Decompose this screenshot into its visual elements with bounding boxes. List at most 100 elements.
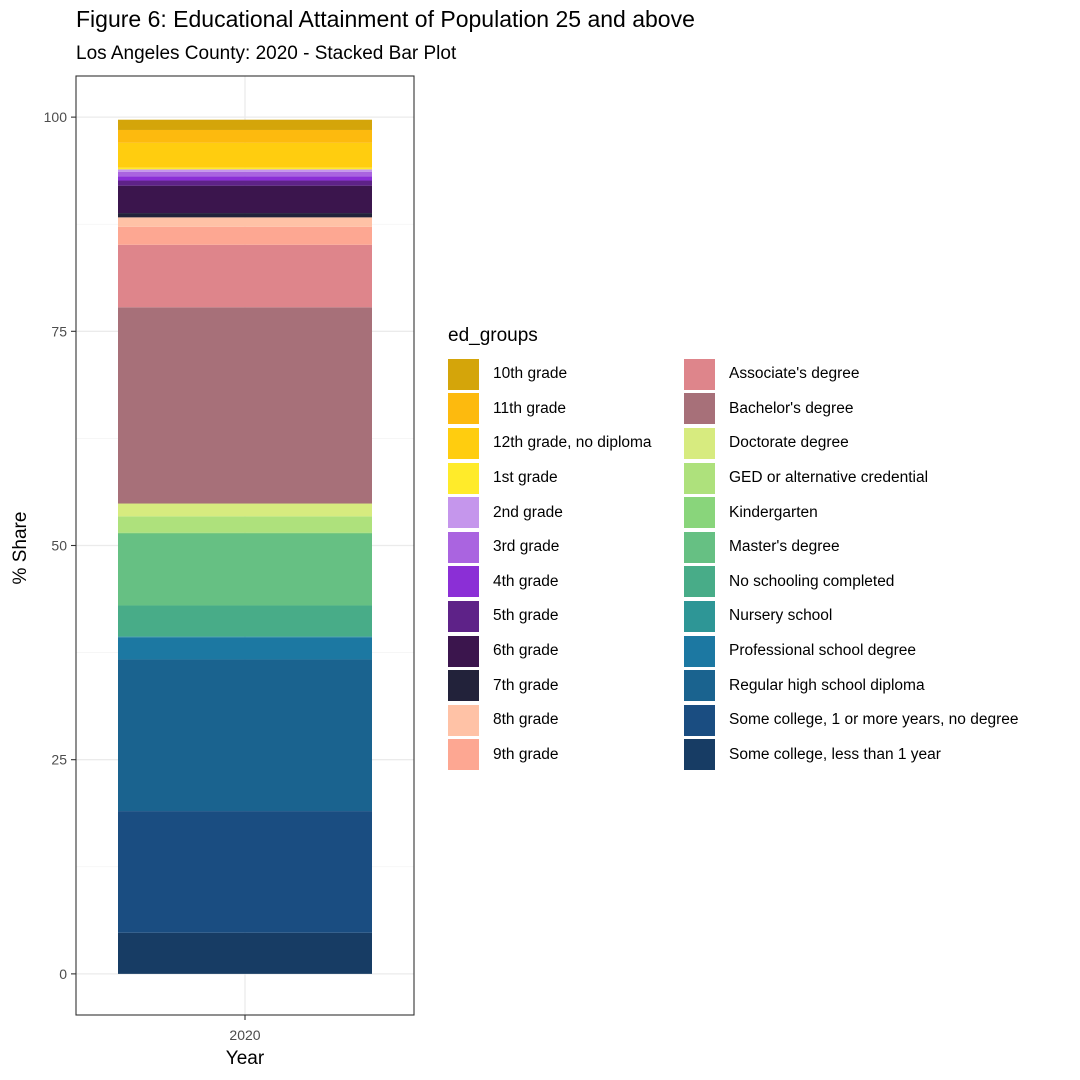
y-tick-label: 25 (51, 752, 67, 768)
legend-swatch (684, 600, 715, 632)
bar-segment: 2nd grade: 0.3 (118, 169, 372, 172)
bar-segment: GED or alternative credential: 1.9 (118, 516, 372, 533)
axes: 0 25 50 75 100 2020 (44, 109, 261, 1043)
bar-segment: 5th grade: 0.6 (118, 180, 372, 186)
legend-swatch (684, 393, 715, 425)
legend-swatch (684, 358, 715, 390)
legend: ed_groups 10th grade 11th grade 12th grade… (448, 325, 1064, 772)
bar-segment: No schooling completed: 3.6 (118, 605, 372, 637)
y-tick-label: 75 (51, 323, 67, 339)
legend-label: 4th grade (493, 572, 559, 590)
legend-swatch (448, 704, 479, 736)
legend-label: Bachelor's degree (729, 399, 854, 417)
bar-segment: Professional school degree: 2.6 (118, 637, 372, 660)
legend-label: Associate's degree (729, 365, 860, 383)
bar-segment: Master's degree: 8.4 (118, 533, 372, 606)
legend-column: Associate's degree Bachelor's degree Docto… (684, 357, 1064, 772)
bar-segment: 4th grade: 0.5 (118, 176, 372, 181)
legend-swatch (448, 670, 479, 702)
legend-label: Professional school degree (729, 642, 916, 660)
bar-segment: 1st grade: 0.2 (118, 167, 372, 170)
legend-label: 3rd grade (493, 538, 560, 556)
bar-segment: Bachelor's degree: 22.9 (118, 307, 372, 504)
legend-label: No schooling completed (729, 572, 895, 590)
legend-item: 12th grade, no diploma (448, 426, 684, 461)
legend-swatch (684, 670, 715, 702)
y-tick-label: 50 (51, 538, 67, 554)
legend-label: Nursery school (729, 607, 833, 625)
y-tick-label: 0 (59, 966, 67, 982)
legend-label: Regular high school diploma (729, 676, 925, 694)
legend-label: 11th grade (493, 399, 566, 417)
legend-swatch (684, 739, 715, 771)
legend-swatch (684, 704, 715, 736)
bar-segment: 6th grade: 3.2 (118, 185, 372, 214)
legend-label: 9th grade (493, 745, 559, 763)
bar-segment: 7th grade: 0.5 (118, 213, 372, 218)
legend-column: 10th grade 11th grade 12th grade, no diplo… (448, 357, 684, 772)
bar-segment: 3rd grade: 0.5 (118, 171, 372, 177)
legend-item: Regular high school diploma (684, 668, 1064, 703)
legend-swatch (684, 427, 715, 459)
legend-label: Master's degree (729, 538, 840, 556)
bar-segments: Some college, less than 1 year: 4.8Some … (118, 119, 372, 974)
legend-swatch (684, 566, 715, 598)
legend-label: 1st grade (493, 469, 558, 487)
legend-swatch (448, 462, 479, 494)
legend-item: No schooling completed (684, 565, 1064, 600)
legend-item: Some college, 1 or more years, no degree (684, 703, 1064, 738)
legend-item: Kindergarten (684, 495, 1064, 530)
legend-label: 8th grade (493, 711, 559, 729)
chart-title: Figure 6: Educational Attainment of Popu… (76, 6, 695, 32)
legend-swatch (684, 497, 715, 529)
legend-swatch (448, 531, 479, 563)
legend-label: 10th grade (493, 365, 568, 383)
legend-item: Professional school degree (684, 634, 1064, 669)
y-axis-title: % Share (10, 512, 31, 585)
legend-item: Bachelor's degree (684, 392, 1064, 427)
legend-swatch (448, 497, 479, 529)
legend-item: 3rd grade (448, 530, 684, 565)
legend-label: GED or alternative credential (729, 469, 929, 487)
legend-item: GED or alternative credential (684, 461, 1064, 496)
legend-label: Some college, 1 or more years, no degree (729, 711, 1019, 729)
legend-item: Some college, less than 1 year (684, 738, 1064, 773)
legend-swatch (448, 739, 479, 771)
legend-swatch (448, 600, 479, 632)
legend-item: 11th grade (448, 392, 684, 427)
legend-swatch (448, 566, 479, 598)
bar-segment: Nursery school: 0.1 (118, 636, 372, 638)
legend-item: Doctorate degree (684, 426, 1064, 461)
legend-item: 4th grade (448, 565, 684, 600)
legend-label: Doctorate degree (729, 434, 849, 452)
legend-swatch (448, 358, 479, 390)
bar-segment: Associate's degree: 7.3 (118, 244, 372, 308)
x-axis-title: Year (226, 1048, 265, 1069)
legend-label: Some college, less than 1 year (729, 745, 941, 763)
bar-segment: Regular high school diploma: 17.7 (118, 659, 372, 812)
legend-item: Nursery school (684, 599, 1064, 634)
bar-segment: 9th grade: 2.1 (118, 226, 372, 245)
chart-subtitle: Los Angeles County: 2020 - Stacked Bar P… (76, 43, 457, 64)
legend-title: ed_groups (448, 325, 538, 346)
y-tick-label: 100 (44, 109, 68, 125)
legend-item: 2nd grade (448, 495, 684, 530)
bar-segment: 12th grade, no diploma: 2.9 (118, 142, 372, 168)
bar-segment: Doctorate degree: 1.5 (118, 503, 372, 517)
bar-segment: 10th grade: 1.2 (118, 119, 372, 130)
legend-swatch (448, 427, 479, 459)
legend-swatch (448, 635, 479, 667)
bar-segment: Some college, less than 1 year: 4.8 (118, 932, 372, 974)
legend-swatch (684, 531, 715, 563)
x-tick-label: 2020 (229, 1027, 260, 1043)
legend-swatch (684, 635, 715, 667)
legend-item: 8th grade (448, 703, 684, 738)
legend-label: 2nd grade (493, 503, 563, 521)
legend-item: Associate's degree (684, 357, 1064, 392)
bar-segment: Some college, 1 or more years, no degree… (118, 811, 372, 933)
legend-item: 9th grade (448, 738, 684, 773)
legend-label: 7th grade (493, 676, 559, 694)
legend-label: 12th grade, no diploma (493, 434, 652, 452)
legend-swatch (448, 393, 479, 425)
